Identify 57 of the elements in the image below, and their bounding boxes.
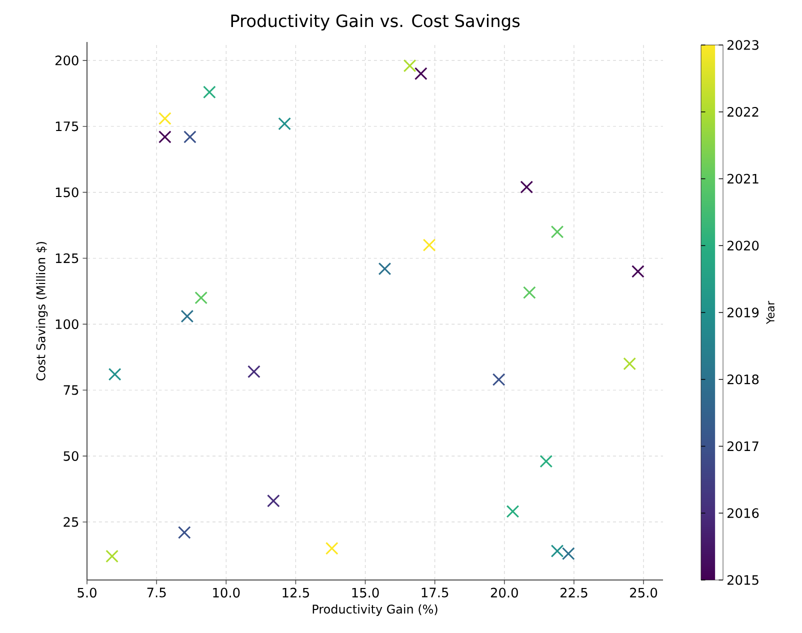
- point: [403, 59, 416, 72]
- x-tick-label: 25.0: [630, 588, 658, 598]
- x-tick-label: 5.0: [78, 588, 96, 598]
- point: [194, 291, 208, 304]
- y-tick-label: 150: [56, 187, 78, 198]
- color-bar-label: 2020: [727, 240, 759, 251]
- point: [550, 544, 564, 558]
- point: [108, 368, 122, 381]
- y-tick-label: 25: [64, 517, 78, 527]
- color-bar-title: Year: [766, 300, 774, 324]
- point: [422, 238, 436, 252]
- x-axis-title: Productivity Gain (%): [312, 604, 438, 616]
- color-bar-label: 2015: [727, 575, 758, 585]
- point: [540, 454, 553, 468]
- y-tick-label: 75: [64, 385, 78, 395]
- point: [184, 130, 196, 144]
- point: [522, 286, 536, 299]
- point: [106, 550, 119, 563]
- y-tick-label: 50: [64, 451, 78, 461]
- chart-title: Productivity Gain vs. Cost Savings: [231, 14, 520, 30]
- y-axis-title: Cost Savings (Million $): [36, 242, 48, 380]
- point: [378, 262, 392, 276]
- point: [325, 542, 338, 555]
- color-bar-label: 2022: [727, 106, 758, 117]
- color-bar-label: 2021: [727, 174, 758, 184]
- point: [158, 112, 172, 125]
- point: [520, 180, 534, 194]
- point: [506, 504, 520, 518]
- point: [178, 526, 191, 539]
- x-tick-label: 22.5: [560, 588, 588, 598]
- point: [562, 547, 575, 560]
- point: [632, 264, 644, 278]
- x-tick-label: 15.0: [352, 588, 379, 598]
- point: [266, 494, 280, 508]
- point: [278, 117, 292, 130]
- color-bar-label: 2017: [727, 441, 758, 452]
- y-tick-label: 100: [56, 319, 78, 330]
- y-tick-label: 125: [56, 253, 78, 264]
- y-tick-label: 175: [56, 122, 78, 132]
- x-tick-label: 12.5: [282, 588, 309, 598]
- x-tick-label: 7.5: [147, 588, 166, 598]
- color-bar-label: 2023: [727, 40, 758, 50]
- point: [180, 310, 194, 323]
- point: [248, 365, 260, 378]
- x-tick-label: 20.0: [490, 588, 518, 598]
- point: [492, 373, 506, 386]
- color-bar-label: 2016: [727, 508, 759, 518]
- point: [623, 357, 636, 370]
- color-bar-label: 2018: [727, 374, 759, 384]
- point: [202, 86, 216, 99]
- point: [414, 67, 428, 80]
- color-bar-label: 2019: [727, 308, 759, 318]
- point: [158, 130, 172, 144]
- point: [550, 225, 564, 238]
- y-tick-label: 200: [55, 56, 78, 66]
- x-tick-label: 10.0: [213, 588, 240, 598]
- x-tick-label: 17.5: [422, 588, 448, 598]
